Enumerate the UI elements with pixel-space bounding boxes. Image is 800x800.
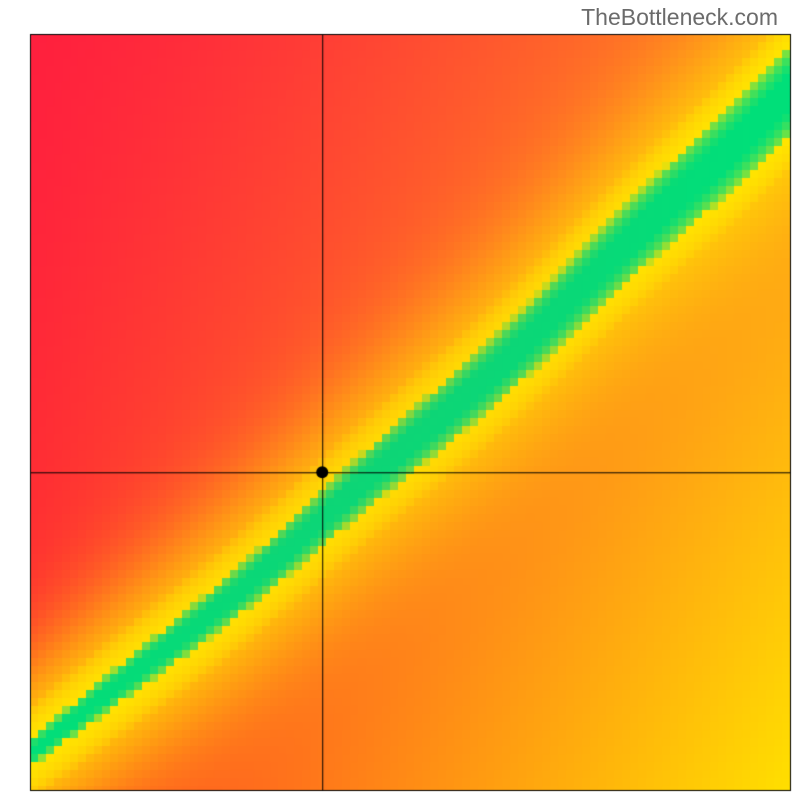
- chart-container: TheBottleneck.com: [0, 0, 800, 800]
- watermark-text: TheBottleneck.com: [581, 4, 778, 31]
- heatmap-canvas: [0, 0, 800, 800]
